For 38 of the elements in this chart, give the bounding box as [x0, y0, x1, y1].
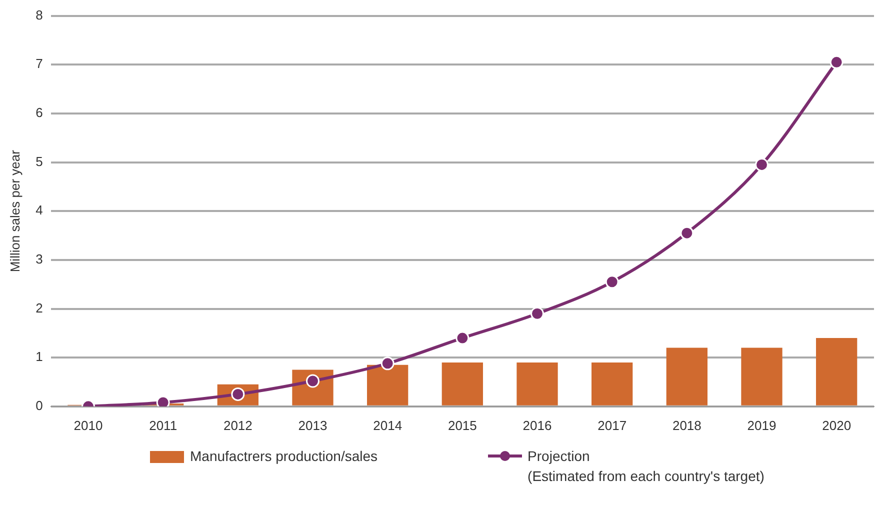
point [830, 55, 844, 69]
bar [516, 362, 558, 406]
x-tick-label: 2017 [598, 418, 627, 433]
y-tick-label: 6 [36, 105, 43, 120]
y-tick-label: 2 [36, 300, 43, 316]
bar [666, 348, 708, 406]
y-tick-label: 8 [36, 7, 43, 22]
x-tick-label: 2014 [373, 418, 402, 433]
x-tick-label: 2018 [672, 418, 702, 433]
y-tick-label: 3 [36, 252, 43, 267]
y-tick-label: 4 [36, 202, 43, 218]
point [605, 275, 619, 289]
x-tick-label: 2011 [149, 418, 178, 433]
x-tick-label: 2010 [74, 418, 103, 433]
x-tick-label: 2015 [448, 418, 477, 433]
y-tick-label: 1 [36, 349, 43, 364]
legend-label: Projection (Estimated from each country's target) [528, 447, 764, 486]
x-tick-label: 2019 [747, 418, 776, 433]
x-tick-label: 2012 [223, 418, 252, 433]
y-tick-label: 0 [36, 398, 43, 413]
bar [442, 362, 483, 406]
point [156, 396, 170, 406]
x-tick-label: 2013 [298, 418, 328, 433]
x-tick-label: 2016 [522, 418, 552, 433]
bar [592, 362, 633, 406]
point [380, 356, 394, 370]
point [755, 158, 768, 172]
bar [367, 364, 408, 406]
point [530, 306, 544, 320]
y-axis-title: Million sales per year [7, 149, 22, 272]
point [456, 331, 470, 345]
x-tick-label: 2020 [822, 418, 852, 433]
bar [741, 348, 782, 406]
y-tick-label: 5 [36, 154, 43, 169]
y-tick-label: 7 [36, 56, 43, 72]
point [680, 226, 694, 240]
bar [816, 338, 858, 406]
legend-label: Manufactrers production/sales [190, 447, 378, 466]
